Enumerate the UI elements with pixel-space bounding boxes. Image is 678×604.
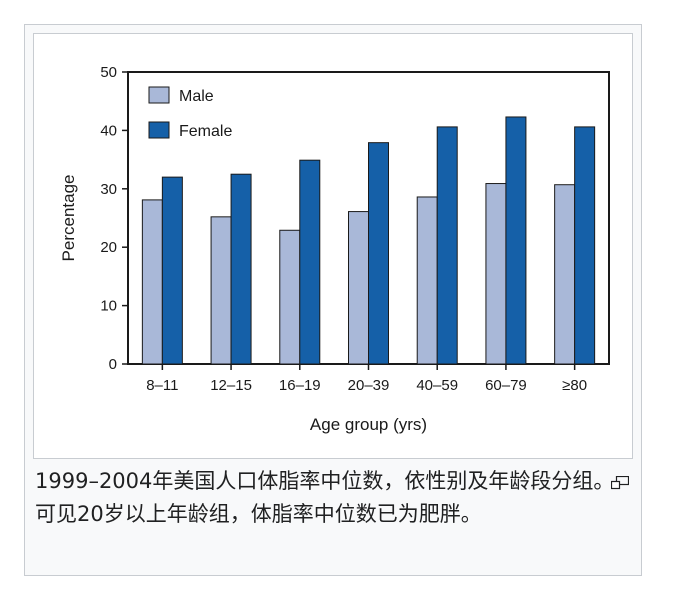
bar-female <box>299 159 321 365</box>
bar-chart: 0 10 20 30 40 50 8–11 12–15 16–19 20–39 40–59 60–79… <box>59 64 610 434</box>
x-tick-label: 16–19 <box>279 377 321 394</box>
x-tick-label: ≥80 <box>562 377 587 394</box>
bar-female <box>505 116 527 365</box>
magnify-icon[interactable] <box>610 475 630 490</box>
y-tick-label: 20 <box>100 239 117 256</box>
legend-swatch-male <box>148 86 170 104</box>
x-tick-label: 60–79 <box>485 377 527 394</box>
y-tick-label: 30 <box>100 181 117 198</box>
y-tick-label: 0 <box>109 356 117 373</box>
bar-female <box>574 126 596 365</box>
x-tick-label: 12–15 <box>210 377 252 394</box>
bar-female <box>368 142 389 365</box>
y-tick-label: 50 <box>100 64 117 81</box>
y-axis-title: Percentage <box>59 175 78 262</box>
bar-male <box>141 199 163 365</box>
y-tick-label: 10 <box>100 298 117 315</box>
bar-male <box>416 196 438 365</box>
x-tick-label: 8–11 <box>146 377 178 394</box>
chart-image[interactable]: 0 10 20 30 40 50 8–11 12–15 16–19 20–39 40–59 60–79… <box>33 33 633 459</box>
bar-male <box>348 211 369 365</box>
figure-thumbnail: 0 10 20 30 40 50 8–11 12–15 16–19 20–39 40–59 60–79… <box>24 24 642 576</box>
figure-caption: 1999–2004年美国人口体脂率中位数，依性别及年龄段分组。可见20岁以上年龄… <box>35 469 615 526</box>
bar-female <box>436 126 458 365</box>
bar-male <box>554 184 576 365</box>
bar-male <box>279 229 301 365</box>
bar-female <box>230 173 252 365</box>
bar-male <box>485 183 507 365</box>
x-tick-label: 20–39 <box>348 377 390 394</box>
legend-label-male: Male <box>179 88 214 105</box>
legend-swatch-female <box>148 121 170 139</box>
legend-label-female: Female <box>179 123 232 140</box>
x-tick-label: 40–59 <box>416 377 458 394</box>
bar-female <box>161 176 183 365</box>
y-tick-label: 40 <box>100 122 117 139</box>
bar-male <box>210 216 232 365</box>
x-axis-title: Age group (yrs) <box>310 415 427 434</box>
